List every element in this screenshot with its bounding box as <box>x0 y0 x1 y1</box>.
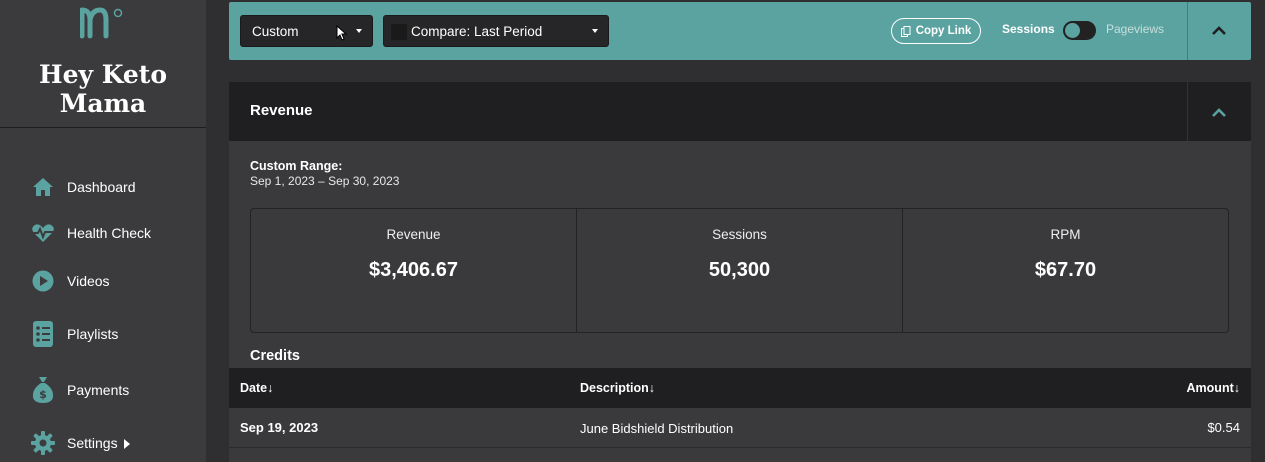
sidebar-item-label: Payments <box>67 382 130 398</box>
cell-date: Sep 19, 2023 <box>240 420 319 435</box>
sidebar-item-label: Dashboard <box>67 179 136 195</box>
stat-sessions: Sessions 50,300 <box>577 209 903 332</box>
toggle-label-pageviews: Pageviews <box>1106 22 1165 36</box>
brand-name: Hey Keto Mama <box>0 60 206 118</box>
sidebar-item-settings[interactable]: Settings <box>0 425 206 461</box>
sidebar-item-dashboard[interactable]: Dashboard <box>0 169 206 205</box>
cell-description: June Bidshield Distribution <box>580 421 734 436</box>
brand-logo-icon <box>80 7 123 39</box>
toolbar-divider <box>1187 2 1188 60</box>
credits-title: Credits <box>250 348 300 364</box>
svg-text:$: $ <box>39 388 47 401</box>
heartbeat-icon <box>31 221 55 245</box>
stat-value: $3,406.67 <box>369 259 458 281</box>
copy-link-label: Copy Link <box>915 25 972 37</box>
sidebar-item-health-check[interactable]: Health Check <box>0 215 206 251</box>
stat-label: Revenue <box>386 227 441 242</box>
panel-header: Revenue <box>229 82 1251 141</box>
stat-label: RPM <box>1050 227 1081 242</box>
toggle-knob <box>1065 23 1080 38</box>
settings-label-text: Settings <box>67 435 118 451</box>
sidebar-divider <box>0 127 206 128</box>
sidebar-item-label: Settings <box>67 435 130 451</box>
credits-table-header: Date↓ Description↓ Amount↓ <box>229 368 1251 408</box>
dropdown-arrow-icon <box>592 29 598 33</box>
compare-select-value: Compare: Last Period <box>411 23 543 39</box>
column-header-date[interactable]: Date↓ <box>240 381 274 395</box>
sidebar-item-label: Playlists <box>67 326 119 342</box>
table-row: Sep 19, 2023 June Bidshield Distribution… <box>229 408 1251 448</box>
stat-rpm: RPM $67.70 <box>903 209 1228 332</box>
stats-summary: Revenue $3,406.67 Sessions 50,300 RPM $6… <box>250 208 1229 333</box>
copy-icon <box>900 25 911 37</box>
filter-toolbar: Custom Compare: Last Period Copy Link Se… <box>229 2 1251 60</box>
column-header-description[interactable]: Description↓ <box>580 381 656 395</box>
sessions-pageviews-toggle[interactable] <box>1063 21 1096 40</box>
cell-amount: $0.54 <box>1207 420 1240 435</box>
sidebar-item-playlists[interactable]: Playlists <box>0 316 206 352</box>
revenue-panel: Revenue Custom Range: Sep 1, 2023 – Sep … <box>229 82 1251 462</box>
chevron-up-icon[interactable] <box>1212 26 1226 35</box>
column-header-amount[interactable]: Amount↓ <box>1186 381 1240 395</box>
copy-link-button[interactable]: Copy Link <box>891 18 981 44</box>
date-range-select[interactable]: Custom <box>240 15 373 47</box>
caret-right-icon <box>123 439 130 450</box>
sidebar-item-label: Videos <box>67 273 110 289</box>
date-range-select-value: Custom <box>252 23 299 39</box>
sidebar: Hey Keto Mama Dashboard Health Check Vid… <box>0 0 206 462</box>
gear-icon <box>31 431 55 455</box>
sidebar-item-payments[interactable]: $ Payments <box>0 372 206 408</box>
stat-value: 50,300 <box>708 259 771 281</box>
brand-line-1: Hey Keto <box>38 60 168 89</box>
compare-color-swatch <box>391 24 407 40</box>
chevron-up-icon[interactable] <box>1212 108 1226 117</box>
sidebar-item-label: Health Check <box>67 225 152 241</box>
stat-label: Sessions <box>712 227 767 242</box>
play-circle-icon <box>31 269 55 293</box>
brand-line-2: Mama <box>59 89 147 118</box>
home-icon <box>31 175 55 199</box>
list-icon <box>31 321 55 347</box>
range-label: Custom Range: <box>250 159 343 173</box>
range-value: Sep 1, 2023 – Sep 30, 2023 <box>250 174 400 188</box>
panel-header-divider <box>1187 82 1188 141</box>
panel-title: Revenue <box>250 102 313 119</box>
toggle-label-sessions: Sessions <box>1002 22 1055 36</box>
stat-value: $67.70 <box>1034 259 1097 281</box>
sidebar-item-videos[interactable]: Videos <box>0 263 206 299</box>
dropdown-arrow-icon <box>356 29 362 33</box>
mouse-cursor-icon <box>336 25 348 41</box>
stat-revenue: Revenue $3,406.67 <box>251 209 577 332</box>
compare-select[interactable]: Compare: Last Period <box>383 15 609 47</box>
money-bag-icon: $ <box>31 377 55 403</box>
